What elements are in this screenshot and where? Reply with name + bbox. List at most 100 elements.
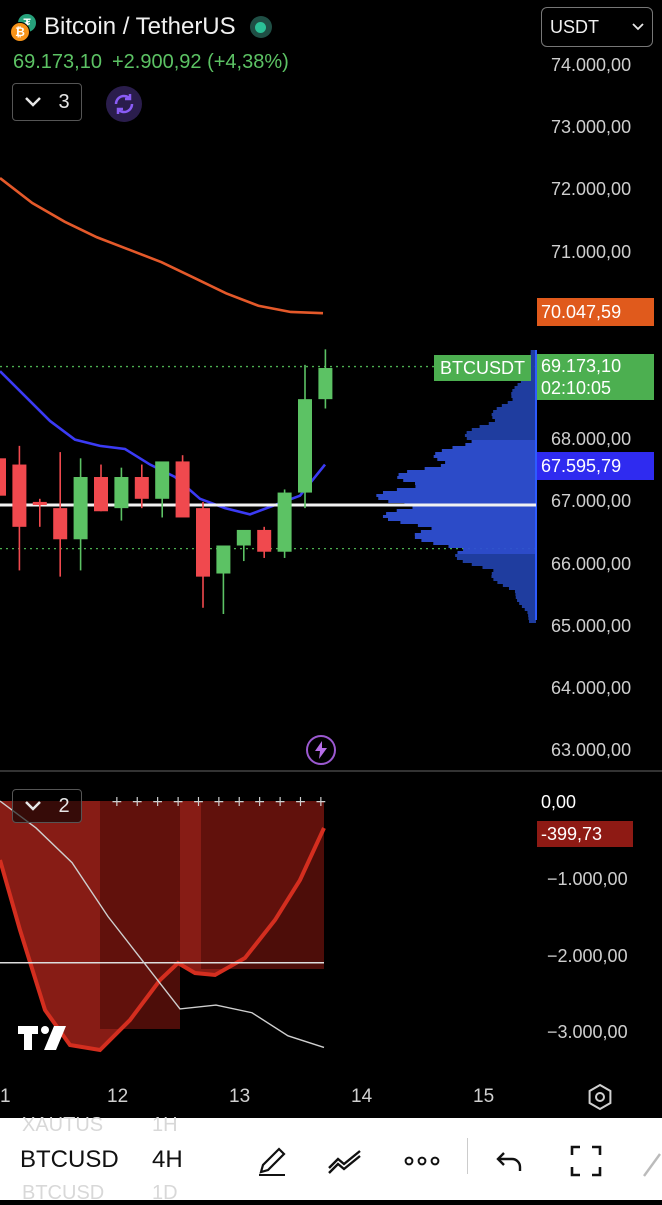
candle-body (73, 477, 88, 540)
interval-picker-next[interactable]: 1D (152, 1182, 178, 1204)
volume-profile-bar (521, 605, 536, 608)
price-axis-label: 64.000,00 (551, 678, 632, 698)
indicators-collapse-button[interactable]: 3 (12, 83, 82, 121)
fullscreen-icon[interactable] (566, 1141, 606, 1181)
currency-value: USDT (550, 16, 599, 37)
interval-picker-prev[interactable]: 1H (152, 1114, 178, 1136)
volume-profile-bar (515, 596, 536, 599)
price-axis-label: 65.000,00 (551, 616, 632, 636)
symbol-title-row[interactable]: ₮ ₿ Bitcoin / TetherUS (10, 10, 272, 44)
volume-profile-bar (514, 386, 536, 389)
volume-profile-bar (378, 497, 536, 500)
volume-profile-bar (457, 551, 536, 554)
bar-countdown: 02:10:05 (541, 378, 612, 398)
pen-icon[interactable] (252, 1141, 292, 1181)
volume-profile-bar (415, 485, 536, 488)
market-status-icon[interactable] (249, 16, 272, 38)
oscillator-value-tag: -399,73 (537, 821, 633, 847)
interval-button[interactable]: 4H (152, 1146, 183, 1173)
volume-profile-bar (387, 518, 536, 521)
undo-icon[interactable] (490, 1141, 530, 1181)
oscillator-collapse-button[interactable]: 2 (12, 789, 82, 823)
volume-profile-bar (435, 452, 536, 455)
symbol-picker-prev[interactable]: XAUTUS (22, 1114, 104, 1136)
volume-profile-bar (462, 560, 536, 563)
oscillator-zero-tag: 0,00 (537, 789, 603, 815)
volume-profile-bar (492, 416, 536, 419)
oscillator-axis-label: −1.000,00 (547, 869, 628, 889)
price-axis-label: 66.000,00 (551, 554, 632, 574)
oscillator-indicator-count: 2 (58, 794, 70, 817)
volume-profile-bar (433, 455, 536, 458)
price-axis-label: 72.000,00 (551, 179, 632, 199)
oscillator-edge (0, 827, 326, 1053)
volume-profile-bar (400, 521, 536, 524)
volume-profile-bar (491, 572, 536, 575)
volume-profile-bar (441, 449, 536, 452)
candle-body (257, 529, 272, 552)
volume-profile-bar (524, 608, 536, 611)
time-axis-label: 12 (107, 1086, 129, 1107)
oscillator-histogram-segment (100, 801, 180, 1029)
flash-icon[interactable] (306, 735, 336, 765)
more-icon[interactable] (402, 1141, 442, 1181)
volume-profile-bar (382, 491, 536, 494)
volume-profile-bar (403, 479, 536, 482)
volume-profile-bar (496, 407, 536, 410)
chart-canvas[interactable]: + + + + + + + + + + + (0, 0, 662, 1120)
sync-icon[interactable] (106, 86, 142, 122)
currency-select[interactable]: USDT (541, 7, 653, 47)
time-axis-label: 1 (0, 1086, 11, 1107)
symbol-button[interactable]: BTCUSD (20, 1146, 119, 1173)
volume-profile-bar (464, 434, 536, 437)
volume-profile-bar (415, 482, 536, 485)
price-axis-label: 74.000,00 (551, 55, 632, 75)
volume-profile-bar (494, 419, 536, 422)
price-axis-label: 71.000,00 (551, 242, 632, 262)
oscillator-marker: + (295, 794, 307, 810)
volume-profile-bar (497, 581, 536, 584)
volume-profile-bar (501, 404, 536, 407)
last-price: 69.173,10 (13, 51, 102, 73)
candle-body (94, 477, 108, 512)
volume-profile-bar (471, 440, 536, 443)
oscillator-marker: + (315, 794, 327, 810)
drawing-tools-icon[interactable] (325, 1141, 365, 1181)
volume-profile-bar (412, 506, 536, 509)
toolbar-overflow-icon[interactable] (640, 1150, 662, 1180)
time-axis-label: 13 (229, 1086, 251, 1107)
price-axis-label: 63.000,00 (551, 740, 632, 760)
volume-profile-bar (433, 542, 536, 545)
volume-profile-bar (407, 470, 536, 473)
volume-profile-bar (417, 524, 536, 527)
volume-profile-bar (520, 380, 536, 383)
last-price-tag: 69.173,10 02:10:05 (537, 354, 654, 400)
volume-profile-bar (530, 356, 536, 359)
volume-profile-bar (471, 563, 536, 566)
price-axis-label: 68.000,00 (551, 429, 632, 449)
oscillator-axis-label: −3.000,00 (547, 1022, 628, 1042)
volume-profile-bar (512, 389, 536, 392)
symbol-picker-next[interactable]: BTCUSD (22, 1182, 105, 1204)
settings-icon[interactable] (586, 1083, 614, 1111)
volume-profile-bar (437, 458, 536, 461)
candle-body (298, 399, 312, 493)
volume-profile-bar (493, 569, 536, 572)
volume-profile-bar (511, 395, 536, 398)
price-row: 69.173,10 +2.900,92 (+4,38%) (13, 51, 289, 74)
oscillator-marker: + (111, 794, 123, 810)
oscillator-marker: + (274, 794, 286, 810)
volume-profile-bar (491, 413, 536, 416)
volume-profile-bar (515, 593, 536, 596)
volume-profile-bar (445, 461, 536, 464)
candle-body (216, 545, 231, 574)
price-axis-label: 73.000,00 (551, 117, 632, 137)
oscillator-marker: + (131, 794, 143, 810)
volume-profile-bar (488, 422, 536, 425)
volume-profile-bar (502, 584, 536, 587)
volume-profile-bar (466, 431, 536, 434)
pair-title[interactable]: Bitcoin / TetherUS (44, 13, 236, 40)
volume-profile-bar (424, 467, 536, 470)
volume-profile-bar (421, 539, 536, 542)
bottom-toolbar (0, 1118, 662, 1200)
